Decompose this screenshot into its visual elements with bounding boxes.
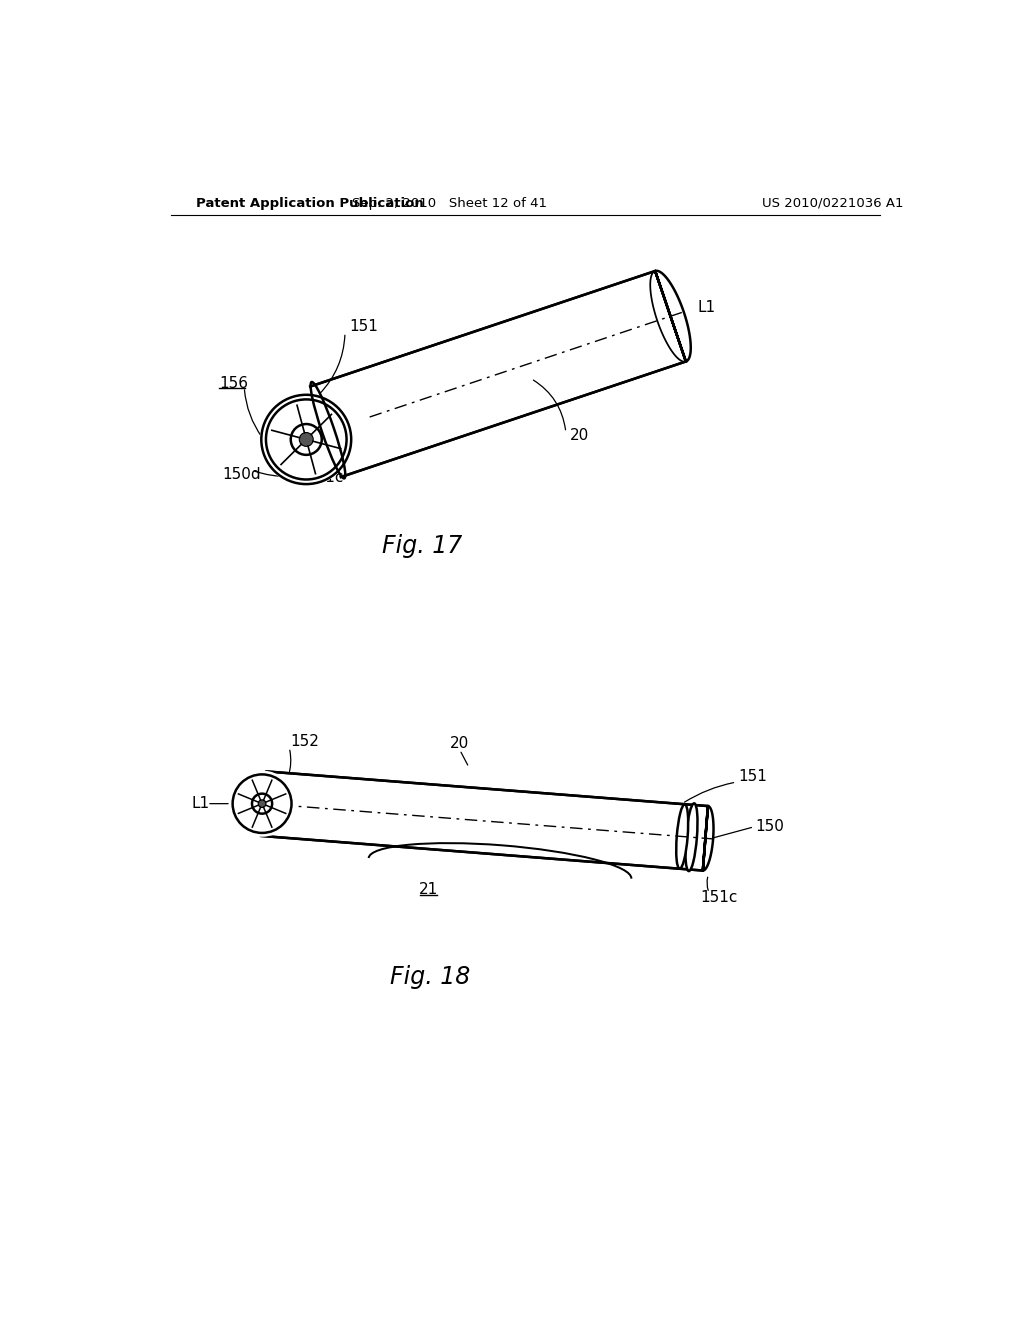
Text: 150: 150	[756, 820, 784, 834]
Text: Fig. 17: Fig. 17	[382, 533, 463, 558]
Ellipse shape	[685, 804, 697, 871]
Text: 151: 151	[349, 318, 378, 334]
Ellipse shape	[676, 804, 688, 869]
Circle shape	[252, 793, 272, 813]
Circle shape	[228, 771, 295, 837]
Text: 20: 20	[451, 737, 469, 751]
Text: 20: 20	[569, 428, 589, 444]
Circle shape	[232, 775, 292, 833]
Circle shape	[261, 395, 351, 484]
Polygon shape	[655, 271, 691, 362]
Text: 151c: 151c	[700, 890, 737, 906]
Circle shape	[260, 393, 352, 486]
Text: L1: L1	[191, 796, 210, 812]
Text: 156: 156	[219, 376, 249, 391]
Text: 151: 151	[738, 770, 768, 784]
Circle shape	[299, 433, 313, 446]
Text: 21: 21	[419, 882, 438, 898]
Polygon shape	[261, 771, 708, 871]
Text: US 2010/0221036 A1: US 2010/0221036 A1	[763, 197, 904, 210]
Text: Sep. 2, 2010   Sheet 12 of 41: Sep. 2, 2010 Sheet 12 of 41	[352, 197, 547, 210]
Text: L1: L1	[697, 300, 716, 314]
Circle shape	[266, 400, 346, 479]
Polygon shape	[702, 807, 714, 871]
Text: 150d: 150d	[222, 466, 261, 482]
Circle shape	[291, 424, 322, 455]
Text: Patent Application Publication: Patent Application Publication	[197, 197, 424, 210]
Polygon shape	[310, 271, 686, 477]
Text: 152: 152	[291, 734, 319, 748]
Text: Fig. 18: Fig. 18	[390, 965, 470, 989]
Circle shape	[258, 800, 266, 808]
Text: 151c: 151c	[306, 470, 344, 486]
